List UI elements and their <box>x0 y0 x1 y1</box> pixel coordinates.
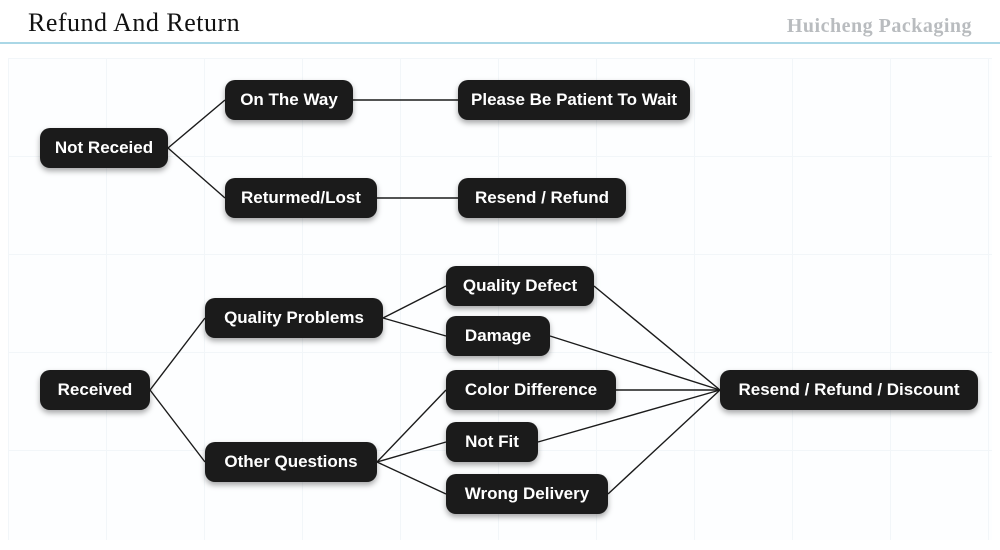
node-quality_defect: Quality Defect <box>446 266 594 306</box>
node-on_the_way: On The Way <box>225 80 353 120</box>
node-not_received: Not Receied <box>40 128 168 168</box>
node-damage: Damage <box>446 316 550 356</box>
node-not_fit: Not Fit <box>446 422 538 462</box>
node-resend_refund: Resend / Refund <box>458 178 626 218</box>
node-rrf_discount: Resend / Refund / Discount <box>720 370 978 410</box>
node-color_diff: Color Difference <box>446 370 616 410</box>
page-title: Refund And Return <box>28 8 240 38</box>
node-received: Received <box>40 370 150 410</box>
header: Refund And Return Huicheng Packaging <box>0 0 1000 44</box>
node-returned_lost: Returmed/Lost <box>225 178 377 218</box>
node-other_questions: Other Questions <box>205 442 377 482</box>
node-wait: Please Be Patient To Wait <box>458 80 690 120</box>
brand-label: Huicheng Packaging <box>787 15 972 38</box>
node-wrong_delivery: Wrong Delivery <box>446 474 608 514</box>
node-quality_problems: Quality Problems <box>205 298 383 338</box>
diagram-canvas: Not Receied On The Way Returmed/Lost Please… <box>0 44 1000 548</box>
